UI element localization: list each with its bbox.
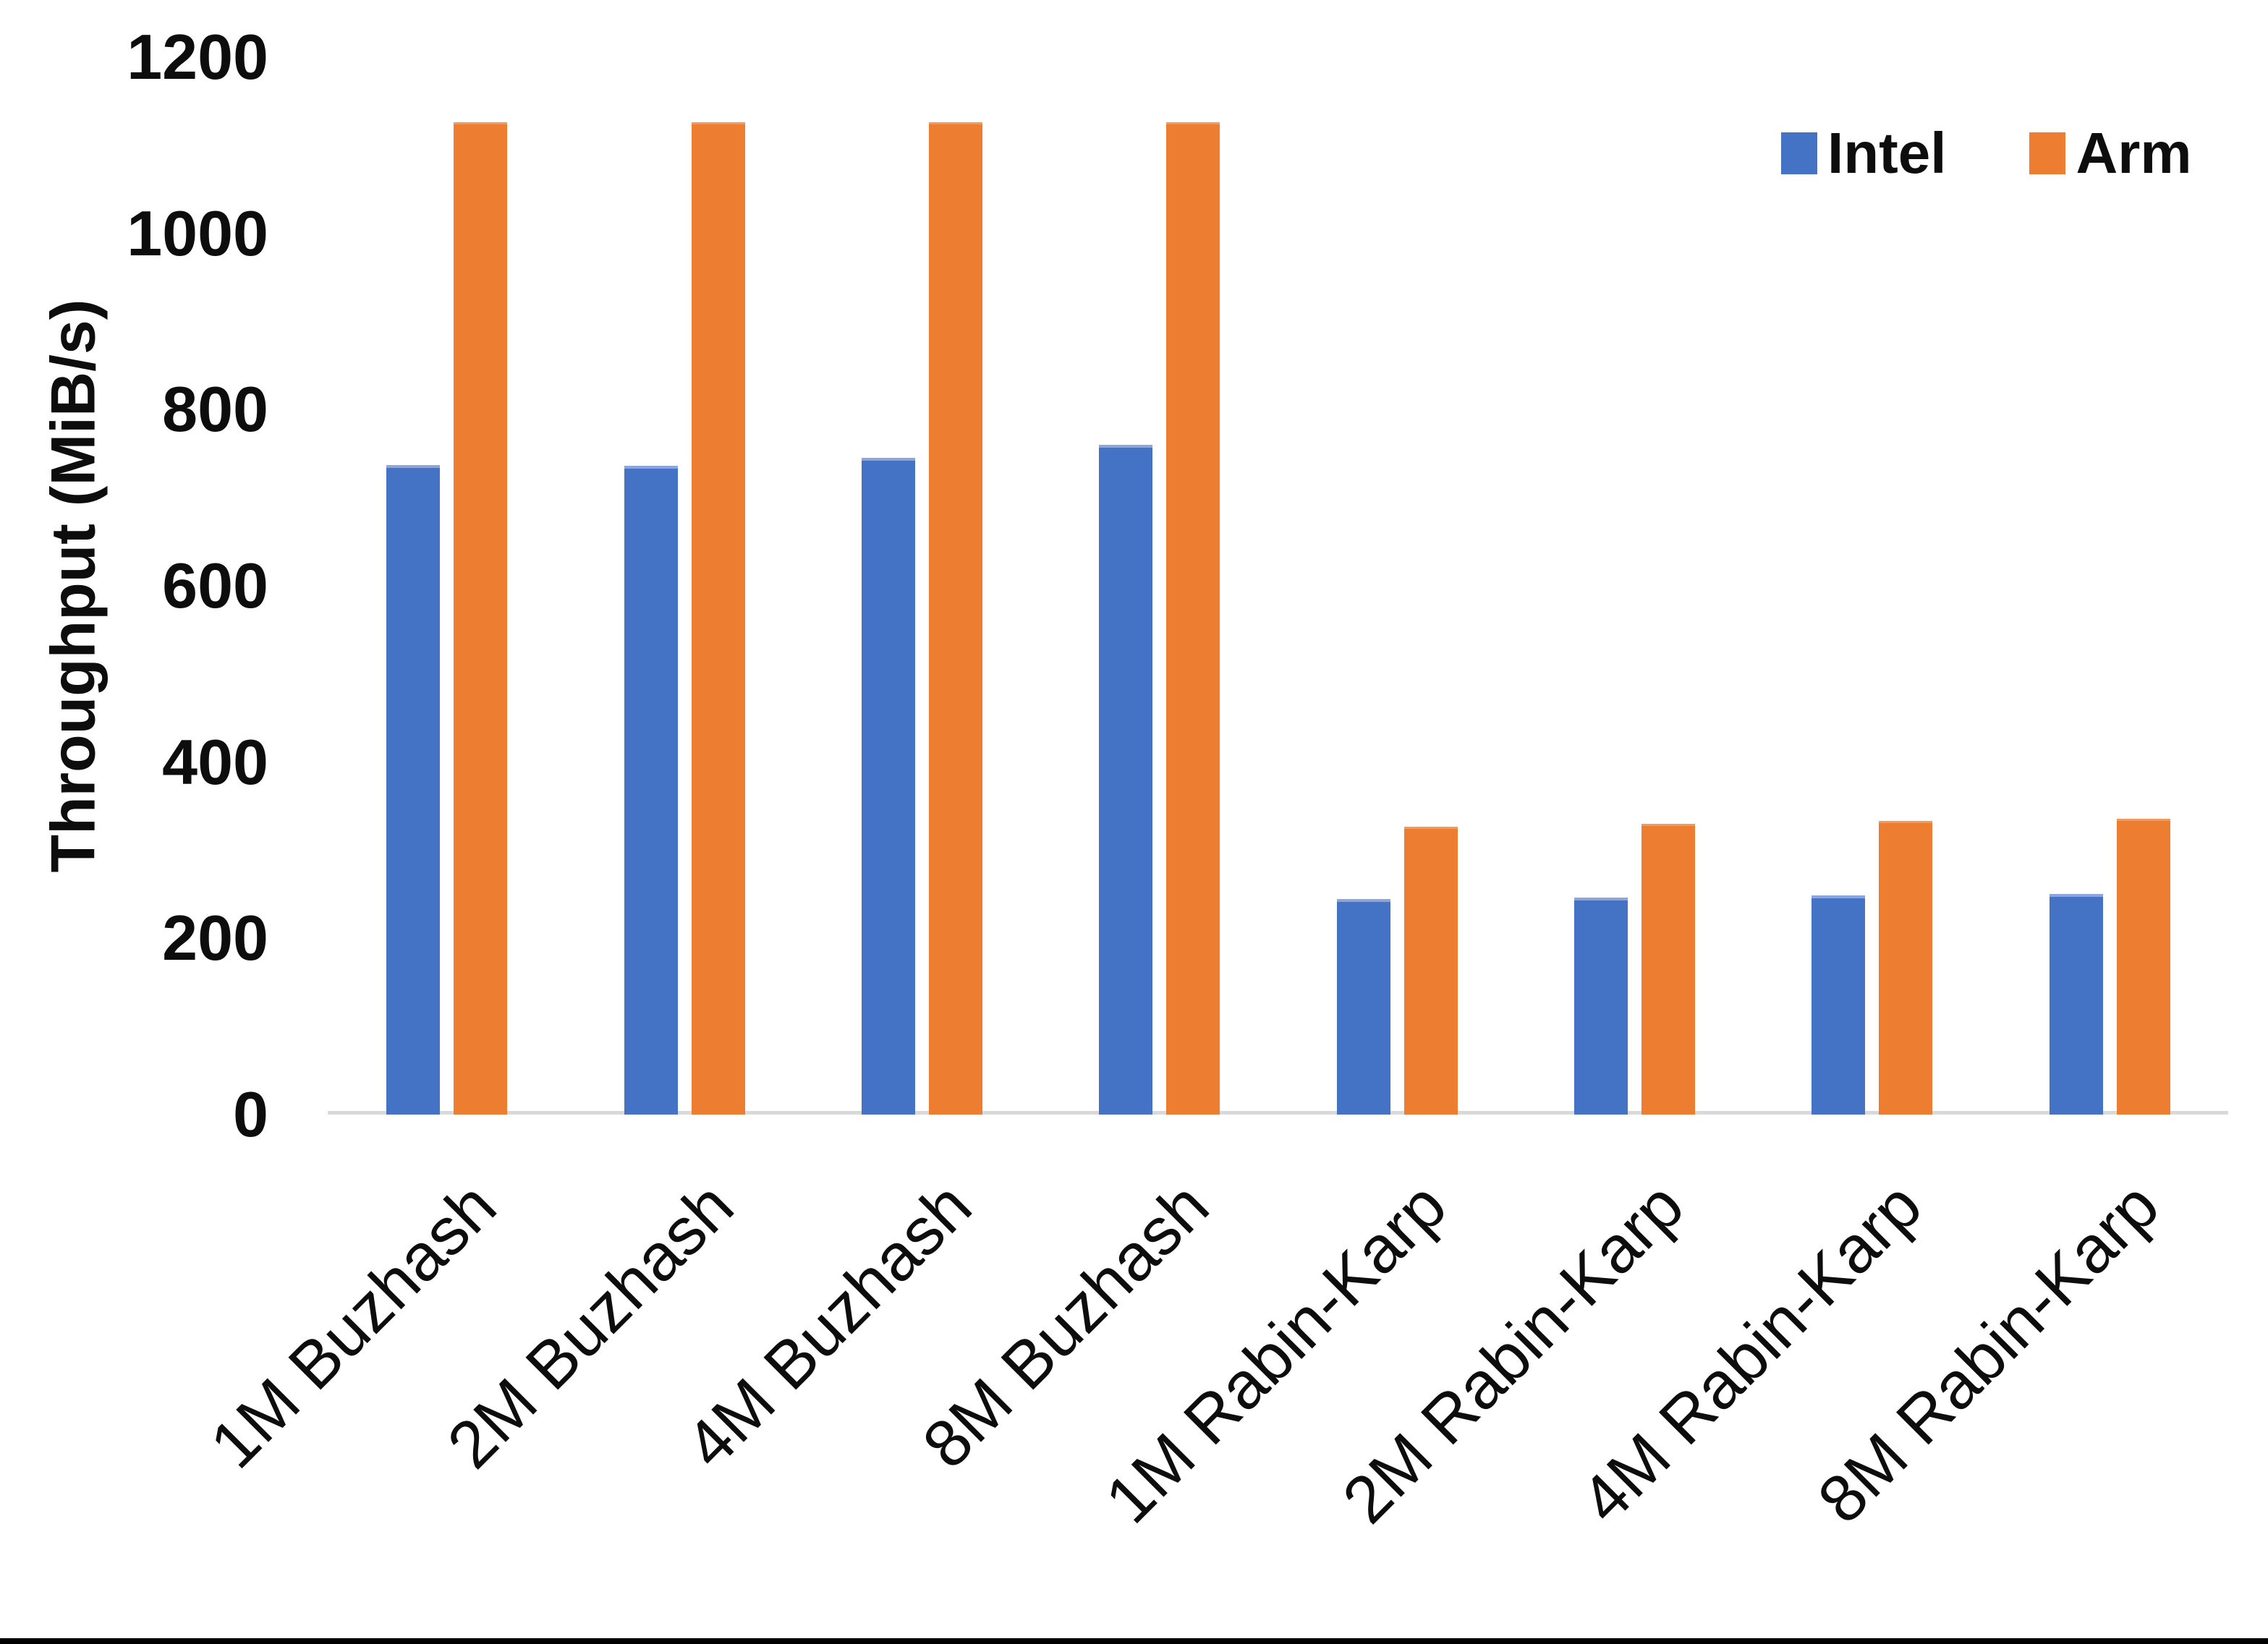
bar-arm-4m-buzhash	[928, 122, 982, 1115]
y-tick-1000: 1000	[127, 197, 268, 269]
bar-arm-2m-buzhash	[691, 122, 745, 1115]
plot-area	[328, 57, 2228, 1115]
y-tick-1200: 1200	[127, 21, 268, 93]
legend-item-intel: Intel	[1781, 124, 1946, 182]
y-tick-400: 400	[162, 725, 268, 798]
bar-arm-1m-rabin-karp	[1403, 826, 1458, 1115]
bar-arm-8m-rabin-karp	[2116, 818, 2170, 1115]
image-bottom-border	[0, 1638, 2268, 1644]
legend-label-arm: Arm	[2076, 121, 2192, 185]
legend: Intel Arm	[1781, 124, 2192, 182]
bar-intel-1m-buzhash	[386, 465, 441, 1115]
bar-intel-8m-rabin-karp	[2049, 894, 2103, 1115]
bar-intel-4m-rabin-karp	[1812, 895, 1866, 1115]
bar-intel-2m-buzhash	[624, 466, 678, 1115]
legend-marker-arm-icon	[2029, 132, 2066, 174]
bar-arm-8m-buzhash	[1166, 122, 1220, 1115]
legend-marker-intel-icon	[1781, 132, 1817, 174]
y-tick-0: 0	[233, 1078, 268, 1150]
bar-intel-4m-buzhash	[861, 458, 915, 1115]
bar-intel-2m-rabin-karp	[1574, 898, 1628, 1115]
legend-label-intel: Intel	[1827, 121, 1947, 185]
y-tick-600: 600	[162, 550, 268, 621]
bar-arm-4m-rabin-karp	[1879, 821, 1933, 1115]
legend-item-arm: Arm	[2029, 121, 2192, 185]
y-tick-800: 800	[162, 373, 268, 446]
bar-arm-2m-rabin-karp	[1641, 823, 1696, 1115]
bar-arm-1m-buzhash	[454, 122, 508, 1115]
bar-intel-8m-buzhash	[1099, 445, 1153, 1115]
x-axis-line	[328, 1111, 2228, 1115]
bar-intel-1m-rabin-karp	[1336, 898, 1390, 1115]
y-tick-200: 200	[162, 902, 268, 974]
